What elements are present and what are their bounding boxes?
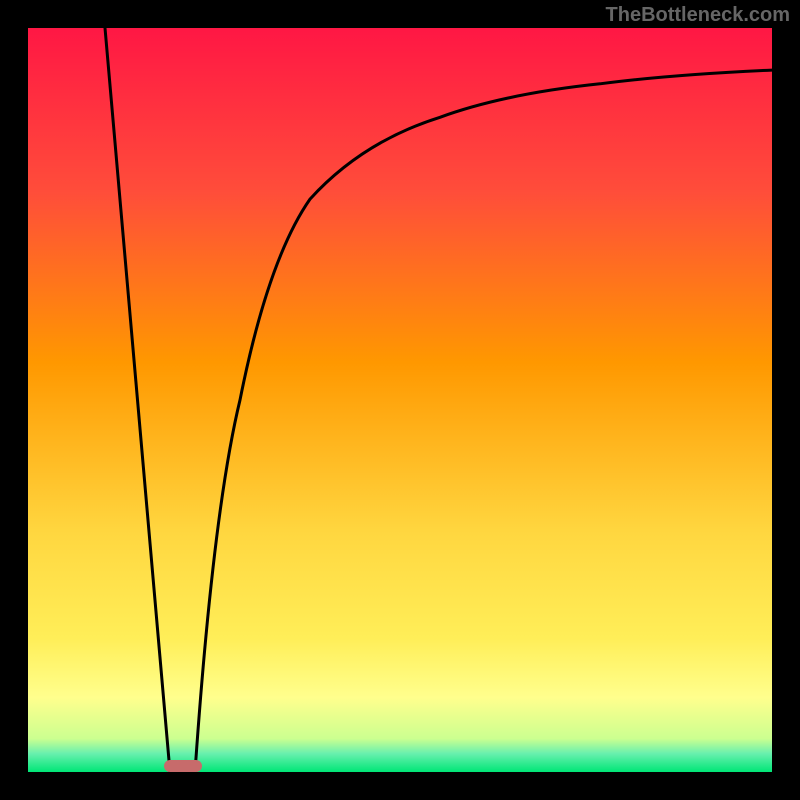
watermark-text: TheBottleneck.com (606, 4, 790, 27)
gradient-background (28, 28, 772, 772)
bottleneck-chart (0, 0, 800, 800)
chart-container: TheBottleneck.com (0, 0, 800, 800)
optimal-marker (164, 760, 202, 772)
